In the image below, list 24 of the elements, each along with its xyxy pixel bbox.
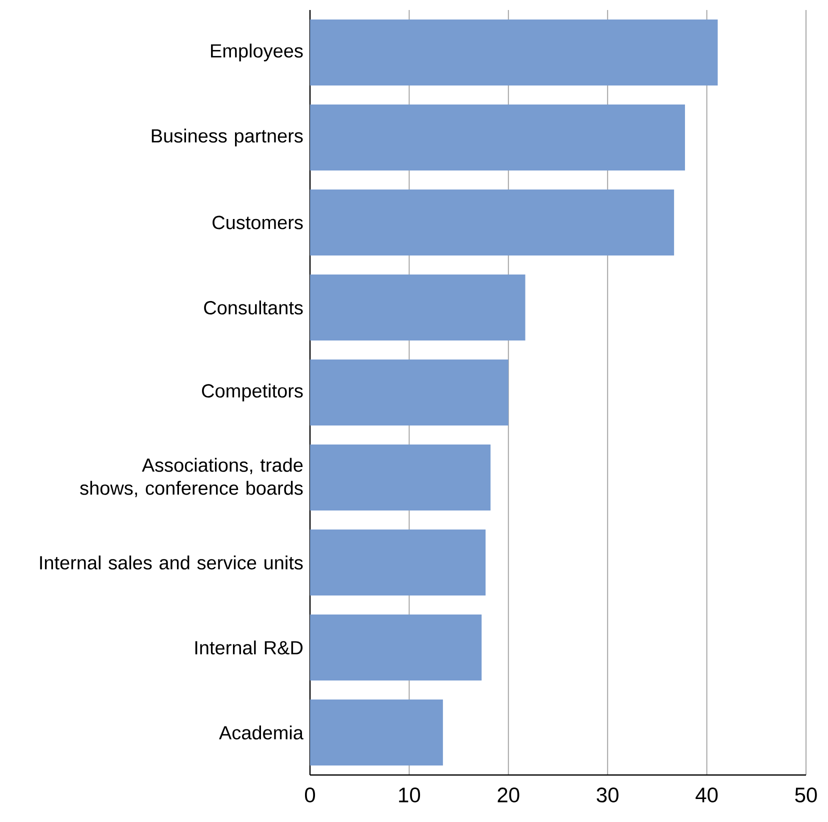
- y-tick-label: Associations, trade shows, conference boards: [80, 458, 303, 498]
- y-tick-label: Academia: [219, 726, 304, 740]
- y-tick-label: Internal R&D: [195, 640, 303, 654]
- bar: [310, 444, 491, 511]
- bar: [310, 360, 508, 426]
- bar: [310, 614, 482, 681]
- bar: [310, 104, 685, 171]
- y-tick-label: Internal sales and service units: [40, 556, 303, 570]
- x-tick-label: 50: [795, 788, 817, 802]
- bar: [310, 190, 674, 256]
- x-tick-label: 30: [596, 788, 618, 802]
- x-tick-label: 0: [304, 788, 316, 802]
- x-tick-label: 20: [498, 788, 520, 802]
- bar: [310, 700, 443, 766]
- x-tick-label: 10: [399, 788, 420, 802]
- y-tick-label: Customers: [212, 216, 303, 230]
- y-tick-label: Business partners: [152, 128, 303, 146]
- bar: [310, 274, 526, 341]
- y-tick-label: Employees: [211, 44, 303, 62]
- bar: [310, 20, 718, 86]
- bar: [310, 530, 486, 596]
- y-tick-label: Consultants: [204, 300, 303, 314]
- x-tick-label: 40: [696, 788, 718, 802]
- y-tick-label: Competitors: [202, 384, 303, 402]
